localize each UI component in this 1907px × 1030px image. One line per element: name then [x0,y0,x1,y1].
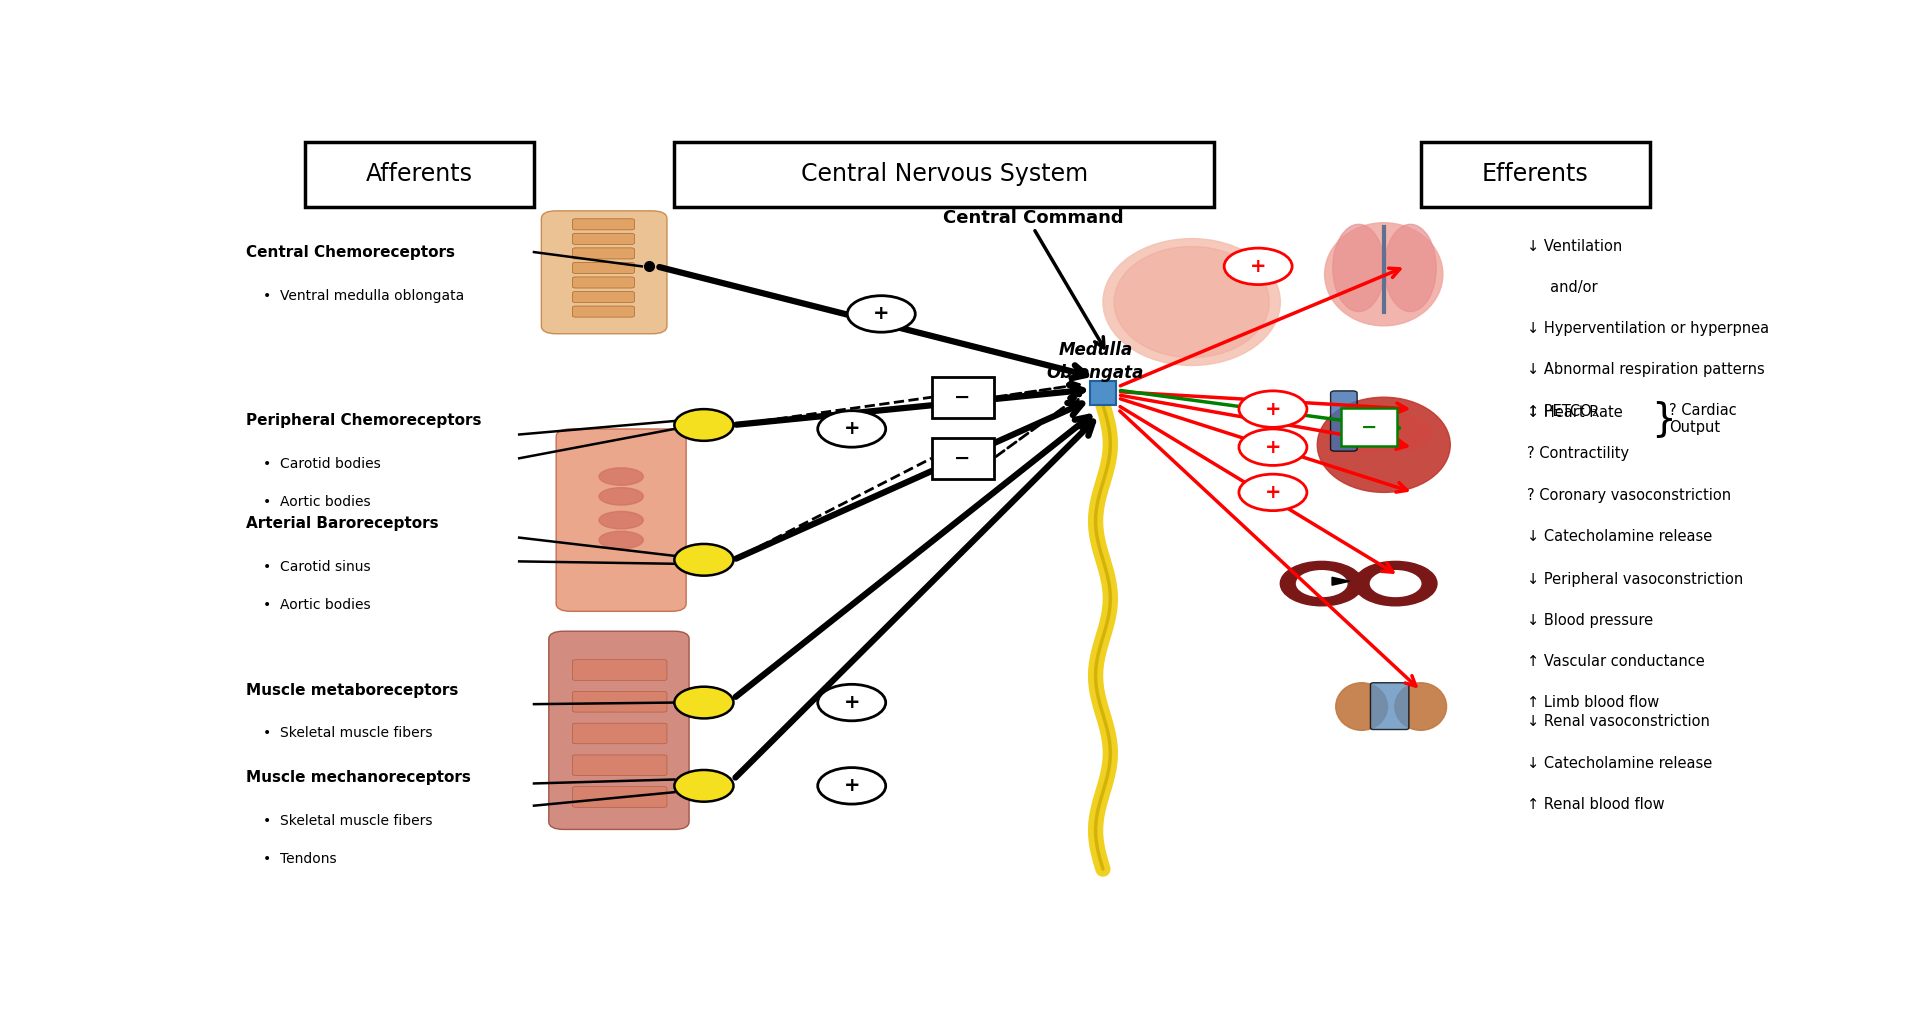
Ellipse shape [599,531,643,549]
Ellipse shape [1371,415,1430,451]
Polygon shape [1377,421,1392,428]
Ellipse shape [1337,415,1396,451]
Text: ↓ Heart Rate: ↓ Heart Rate [1528,405,1623,420]
Text: Efferents: Efferents [1482,163,1589,186]
Circle shape [818,767,885,804]
Text: +: + [843,777,860,795]
Text: ↑ PETCO₂: ↑ PETCO₂ [1528,404,1598,418]
Text: −: − [954,387,971,407]
Bar [1341,408,1398,446]
Ellipse shape [1325,222,1444,325]
Text: Peripheral Chemoreceptors: Peripheral Chemoreceptors [246,413,481,428]
Ellipse shape [599,468,643,485]
FancyBboxPatch shape [549,631,688,829]
Text: ↓ Catecholamine release: ↓ Catecholamine release [1528,528,1712,544]
Text: Muscle mechanoreceptors: Muscle mechanoreceptors [246,770,471,785]
Ellipse shape [599,487,643,505]
Text: −: − [1362,418,1377,437]
Circle shape [818,684,885,721]
Bar [931,377,994,418]
Text: •  Carotid sinus: • Carotid sinus [263,560,372,574]
Circle shape [847,296,915,333]
FancyBboxPatch shape [1331,390,1358,451]
Text: Central Nervous System: Central Nervous System [801,163,1087,186]
Text: •  Aortic bodies: • Aortic bodies [263,494,372,509]
Text: +: + [1264,438,1282,456]
Text: −: − [954,449,971,468]
Circle shape [1240,390,1306,427]
FancyBboxPatch shape [572,277,635,288]
Text: ? Cardiac
Output: ? Cardiac Output [1669,403,1737,436]
Text: ? Contractility: ? Contractility [1528,446,1629,461]
Text: ↓ Hyperventilation or hyperpnea: ↓ Hyperventilation or hyperpnea [1528,321,1770,336]
Text: Muscle metaboreceptors: Muscle metaboreceptors [246,683,458,697]
Ellipse shape [1114,246,1270,357]
FancyBboxPatch shape [572,306,635,317]
Text: ↓ Catecholamine release: ↓ Catecholamine release [1528,756,1712,770]
FancyBboxPatch shape [572,660,667,681]
FancyBboxPatch shape [572,218,635,230]
Circle shape [1224,248,1293,284]
Text: Afferents: Afferents [366,163,473,186]
Text: +: + [873,305,889,323]
Ellipse shape [1384,225,1436,311]
Ellipse shape [1318,398,1451,492]
Text: Arterial Baroreceptors: Arterial Baroreceptors [246,516,439,531]
Circle shape [675,544,734,576]
Text: Medulla
Oblongata: Medulla Oblongata [1047,341,1144,382]
Text: ↑ Renal blood flow: ↑ Renal blood flow [1528,797,1665,812]
Ellipse shape [1335,683,1388,730]
Text: ↑ Vascular conductance: ↑ Vascular conductance [1528,654,1705,670]
Bar [675,142,1213,207]
Text: }: } [1651,400,1676,438]
Ellipse shape [1102,239,1280,366]
Ellipse shape [599,512,643,528]
FancyBboxPatch shape [572,248,635,259]
Text: ↓ Blood pressure: ↓ Blood pressure [1528,613,1653,628]
FancyBboxPatch shape [557,428,687,612]
Bar [305,142,534,207]
Polygon shape [1331,577,1350,585]
Text: •  Tendons: • Tendons [263,852,338,865]
Text: +: + [1264,400,1282,418]
FancyBboxPatch shape [572,291,635,303]
Circle shape [675,770,734,801]
Text: •  Ventral medulla oblongata: • Ventral medulla oblongata [263,288,465,303]
Circle shape [1240,428,1306,466]
Bar [1089,381,1116,405]
Text: •  Skeletal muscle fibers: • Skeletal muscle fibers [263,814,433,827]
Text: +: + [1264,483,1282,502]
Text: ↓ Abnormal respiration patterns: ↓ Abnormal respiration patterns [1528,363,1764,377]
Circle shape [675,409,734,441]
Text: Central Chemoreceptors: Central Chemoreceptors [246,245,454,260]
Circle shape [675,687,734,719]
Text: •  Carotid bodies: • Carotid bodies [263,456,381,471]
Bar [931,438,994,479]
FancyBboxPatch shape [572,234,635,244]
Bar [1421,142,1650,207]
FancyBboxPatch shape [572,263,635,274]
Text: ↓ Ventilation: ↓ Ventilation [1528,239,1623,253]
Text: •  Skeletal muscle fibers: • Skeletal muscle fibers [263,726,433,741]
Circle shape [818,411,885,447]
Text: ? Coronary vasoconstriction: ? Coronary vasoconstriction [1528,487,1732,503]
Circle shape [1240,474,1306,511]
Text: ↓ Peripheral vasoconstriction: ↓ Peripheral vasoconstriction [1528,572,1743,587]
Text: ↓ Renal vasoconstriction: ↓ Renal vasoconstriction [1528,715,1711,729]
Text: +: + [1249,256,1266,276]
Text: ↑ Limb blood flow: ↑ Limb blood flow [1528,695,1659,711]
Text: and/or: and/or [1528,280,1598,295]
FancyBboxPatch shape [572,691,667,712]
FancyBboxPatch shape [572,723,667,744]
FancyBboxPatch shape [572,755,667,776]
Ellipse shape [1394,683,1447,730]
Text: •  Aortic bodies: • Aortic bodies [263,597,372,612]
Text: +: + [843,693,860,712]
Text: +: + [843,419,860,439]
Ellipse shape [1333,225,1384,311]
FancyBboxPatch shape [542,211,667,334]
Text: Central Command: Central Command [944,209,1123,227]
FancyBboxPatch shape [1371,683,1409,729]
FancyBboxPatch shape [572,787,667,808]
